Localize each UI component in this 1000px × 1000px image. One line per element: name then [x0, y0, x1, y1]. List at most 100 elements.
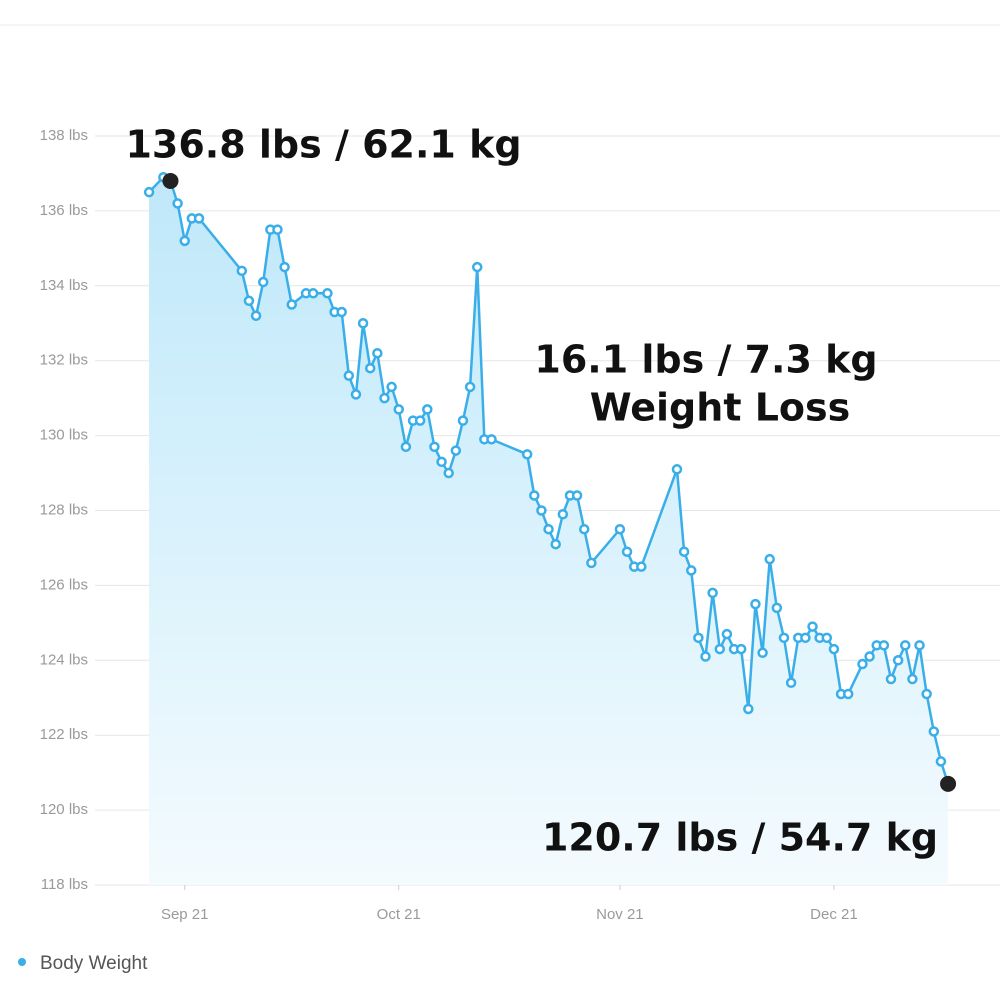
- note-line: Weight Loss: [590, 386, 851, 430]
- point: [671, 464, 683, 475]
- point: [393, 404, 405, 415]
- x-tick-label: Nov 21: [596, 906, 644, 923]
- point: [586, 557, 597, 569]
- point: [279, 261, 290, 273]
- point: [750, 598, 761, 610]
- point: [236, 265, 248, 277]
- point: [357, 318, 369, 329]
- point: [386, 381, 397, 393]
- point: [821, 632, 833, 644]
- point: [757, 647, 768, 659]
- point: [450, 445, 462, 456]
- point: [436, 456, 447, 468]
- point: [714, 643, 726, 655]
- point: [778, 632, 790, 644]
- point: [771, 602, 783, 614]
- point: [678, 546, 690, 557]
- x-tick-label: Sep 21: [161, 906, 209, 923]
- legend-marker: [18, 958, 26, 966]
- point: [286, 299, 297, 310]
- point: [828, 643, 840, 655]
- point: [614, 523, 626, 535]
- point: [414, 415, 426, 426]
- point: [928, 726, 940, 737]
- point: [422, 404, 433, 415]
- point: [471, 261, 483, 273]
- y-tick-label: 124 lbs: [40, 651, 88, 668]
- point: [557, 508, 569, 520]
- point: [243, 295, 255, 307]
- point: [379, 392, 390, 404]
- point: [486, 434, 497, 445]
- point: [885, 673, 897, 685]
- point: [464, 381, 476, 393]
- point: [443, 467, 454, 479]
- note-line: 16.1 lbs / 7.3 kg: [534, 338, 877, 382]
- point: [892, 655, 904, 666]
- point: [807, 621, 818, 632]
- point: [571, 490, 583, 501]
- point: [350, 389, 362, 400]
- point: [272, 224, 283, 235]
- point: [529, 490, 540, 501]
- point: [693, 632, 704, 644]
- point: [536, 505, 547, 516]
- x-tick-label: Oct 21: [377, 906, 421, 923]
- point: [372, 347, 383, 359]
- point: [457, 415, 469, 426]
- point: [143, 186, 155, 198]
- point: [764, 553, 775, 565]
- x-tick-label: Dec 21: [810, 906, 858, 923]
- point: [735, 643, 747, 655]
- point: [800, 632, 811, 644]
- annotation: 136.8 lbs / 62.1 kg: [125, 122, 521, 166]
- y-tick-label: 138 lbs: [40, 127, 88, 144]
- legend-label: Body Weight: [40, 953, 148, 974]
- point: [578, 523, 590, 535]
- y-tick-label: 118 lbs: [41, 876, 88, 893]
- point: [521, 449, 533, 460]
- point: [842, 688, 854, 700]
- point: [257, 276, 269, 288]
- point: [935, 756, 947, 767]
- point: [721, 628, 733, 640]
- point: [636, 561, 647, 572]
- y-tick-label: 134 lbs: [40, 277, 88, 294]
- point: [921, 688, 932, 700]
- point: [621, 546, 633, 557]
- annotation-dot: [940, 775, 957, 792]
- point: [900, 640, 911, 651]
- point: [878, 640, 890, 651]
- point: [343, 370, 355, 381]
- point: [307, 288, 319, 299]
- annotation: 120.7 lbs / 54.7 kg: [542, 815, 938, 859]
- point: [400, 441, 412, 453]
- point: [179, 235, 190, 247]
- point: [707, 587, 718, 599]
- point: [543, 523, 554, 535]
- point: [864, 651, 875, 662]
- point: [914, 640, 925, 651]
- y-tick-label: 120 lbs: [40, 801, 88, 818]
- y-tick-label: 128 lbs: [40, 501, 88, 518]
- point: [743, 703, 754, 715]
- point: [193, 213, 205, 224]
- annotation-dot: [162, 172, 179, 189]
- point: [785, 677, 797, 689]
- point: [250, 310, 262, 322]
- point: [364, 362, 376, 374]
- y-tick-label: 132 lbs: [40, 352, 88, 369]
- point: [322, 288, 333, 299]
- y-tick-label: 130 lbs: [40, 427, 88, 444]
- point: [907, 673, 918, 685]
- y-tick-label: 136 lbs: [40, 202, 88, 219]
- point: [550, 538, 561, 550]
- point: [172, 198, 183, 209]
- point: [857, 658, 868, 670]
- point: [700, 651, 711, 662]
- y-tick-label: 122 lbs: [40, 726, 88, 743]
- point: [429, 441, 440, 453]
- y-tick-label: 126 lbs: [40, 576, 88, 593]
- point: [336, 306, 347, 318]
